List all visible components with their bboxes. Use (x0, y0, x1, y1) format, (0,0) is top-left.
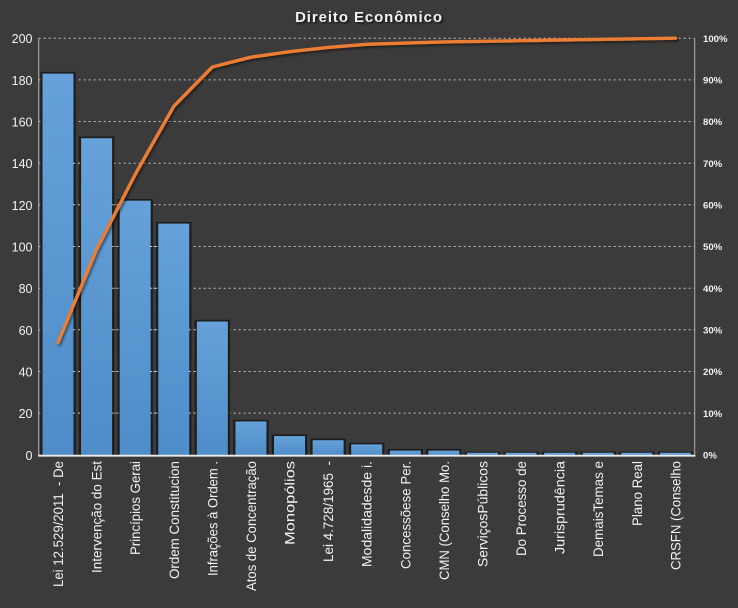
svg-text:Ordem Constitucion: Ordem Constitucion (167, 461, 182, 579)
svg-text:140: 140 (12, 157, 33, 171)
svg-text:Jurisprudência: Jurisprudência (553, 460, 568, 554)
svg-text:CMN (Conselho Mo.: CMN (Conselho Mo. (437, 461, 452, 580)
svg-text:Princípios Gerai: Princípios Gerai (128, 461, 143, 555)
svg-text:60%: 60% (703, 201, 723, 212)
svg-text:20: 20 (19, 407, 33, 421)
svg-text:40: 40 (19, 366, 33, 380)
svg-text:Infrações à Ordem .: Infrações à Ordem . (205, 461, 220, 576)
svg-text:20%: 20% (703, 367, 723, 378)
svg-text:0: 0 (26, 449, 33, 463)
svg-text:Monopólios: Monopólios (283, 461, 298, 545)
svg-text:Do Processo de: Do Processo de (514, 461, 529, 556)
svg-text:90%: 90% (703, 76, 723, 87)
svg-text:Lei 4.728/1965 -: Lei 4.728/1965 - (321, 461, 336, 562)
svg-text:Concessõese Per.: Concessõese Per. (398, 461, 413, 569)
svg-text:50%: 50% (703, 242, 723, 253)
svg-text:100%: 100% (703, 34, 728, 45)
svg-text:Lei 12.529/2011 - De: Lei 12.529/2011 - De (51, 461, 66, 587)
svg-text:30%: 30% (703, 326, 723, 337)
svg-text:80: 80 (19, 282, 33, 296)
svg-text:180: 180 (12, 74, 33, 88)
svg-text:Intervenção do Est: Intervenção do Est (90, 461, 105, 573)
svg-text:100: 100 (12, 241, 33, 255)
svg-text:DemaisTemas e: DemaisTemas e (591, 461, 606, 557)
svg-text:60: 60 (19, 324, 33, 338)
svg-text:40%: 40% (703, 284, 723, 295)
svg-text:200: 200 (12, 32, 33, 46)
svg-text:120: 120 (12, 199, 33, 213)
svg-text:80%: 80% (703, 117, 723, 128)
svg-text:ServiçosPúblicos: ServiçosPúblicos (476, 461, 491, 567)
svg-text:Modalidadesde i.: Modalidadesde i. (360, 461, 375, 567)
svg-text:160: 160 (12, 116, 33, 130)
svg-text:Direito Econômico: Direito Econômico (295, 9, 443, 26)
svg-text:0%: 0% (703, 451, 717, 462)
svg-text:CRSFN (Conselho: CRSFN (Conselho (668, 461, 683, 570)
svg-text:Atos de Concentração: Atos de Concentração (244, 461, 259, 591)
svg-text:Plano Real: Plano Real (630, 461, 645, 526)
svg-text:70%: 70% (703, 159, 723, 170)
svg-text:10%: 10% (703, 409, 723, 420)
